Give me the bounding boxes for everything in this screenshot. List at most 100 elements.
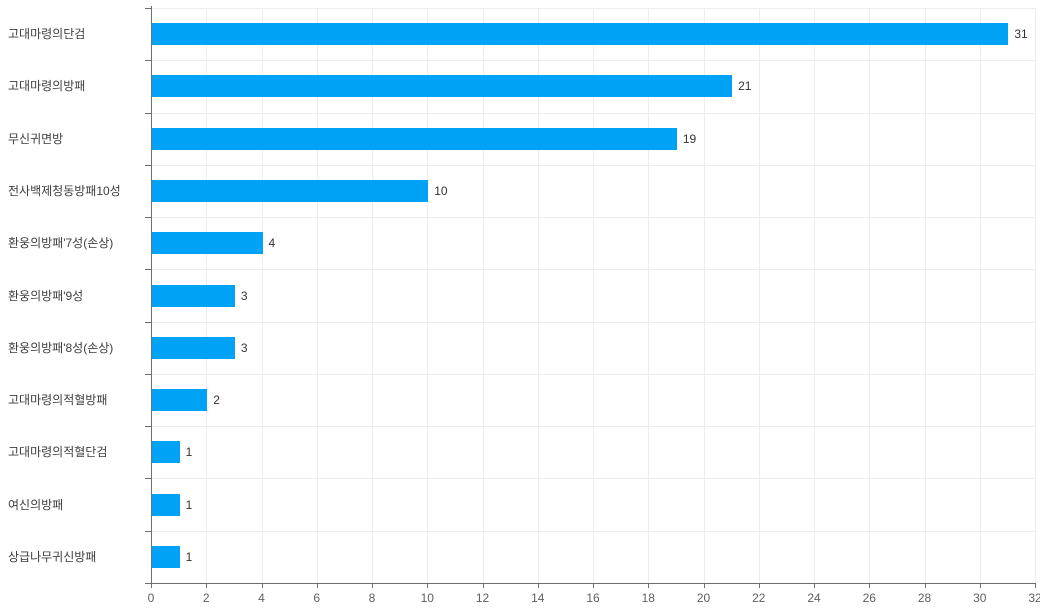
x-tick-label: 0 (147, 591, 155, 605)
category-label: 상급나무귀신방패 (8, 549, 97, 564)
x-axis-tick (372, 583, 373, 588)
y-axis-tick (145, 321, 151, 323)
x-tick-label: 2 (202, 591, 210, 605)
value-label: 3 (240, 288, 248, 303)
grid-line-horizontal (151, 321, 1035, 323)
x-tick-label: 6 (313, 591, 321, 605)
bar (152, 441, 180, 464)
category-label: 여신의방패 (8, 497, 64, 512)
x-tick-label: 32 (1028, 591, 1040, 605)
grid-line-horizontal (151, 8, 1035, 9)
x-tick-label: 28 (917, 591, 932, 605)
x-axis-tick (316, 583, 318, 588)
x-axis-tick (869, 583, 871, 588)
y-axis-tick (145, 217, 151, 219)
value-label: 4 (268, 236, 276, 251)
value-label: 21 (738, 79, 752, 94)
x-tick-label: 4 (258, 591, 265, 605)
grid-line-vertical (1035, 8, 1036, 583)
y-axis-tick (145, 164, 151, 166)
y-axis-tick (145, 112, 151, 114)
grid-line-vertical (482, 8, 484, 583)
value-label: 1 (185, 497, 193, 512)
grid-line-vertical (814, 8, 815, 583)
x-tick-label: 30 (973, 591, 987, 605)
y-axis-tick (145, 373, 151, 375)
x-axis-tick (537, 583, 539, 588)
y-axis-tick (145, 478, 151, 480)
bar (152, 284, 235, 307)
x-axis-tick (151, 583, 152, 588)
grid-line-horizontal (151, 426, 1035, 428)
value-label: 2 (213, 393, 220, 408)
grid-line-vertical (261, 8, 263, 583)
x-tick-label: 12 (475, 591, 490, 605)
category-label: 고대마령의적혈단검 (8, 445, 108, 460)
grid-line-vertical (427, 8, 429, 583)
value-label: 3 (240, 340, 248, 355)
bar (152, 493, 180, 516)
grid-line-horizontal (151, 164, 1035, 166)
bar (152, 389, 208, 412)
grid-line-vertical (648, 8, 650, 583)
y-axis-line (151, 6, 152, 583)
x-axis-tick (814, 583, 815, 588)
x-tick-label: 22 (752, 591, 766, 605)
grid-line-vertical (703, 8, 705, 583)
x-tick-label: 24 (807, 591, 821, 605)
category-label: 전사백제청동방패10성 (8, 183, 121, 198)
grid-line-vertical (758, 8, 760, 583)
x-axis-tick (593, 583, 594, 588)
grid-line-vertical (869, 8, 871, 583)
x-axis-tick (482, 583, 484, 588)
x-axis-tick (648, 583, 650, 588)
x-axis-tick (979, 583, 981, 588)
grid-line-vertical (924, 8, 926, 583)
value-label: 10 (434, 183, 448, 198)
grid-line-horizontal (151, 373, 1035, 375)
grid-line-horizontal (151, 269, 1035, 271)
x-axis-tick (758, 583, 760, 588)
x-axis-tick (261, 583, 263, 588)
bar (152, 336, 235, 359)
value-label: 1 (185, 549, 193, 564)
y-axis-tick (145, 426, 151, 428)
grid-line-vertical (372, 8, 373, 583)
x-axis-tick (427, 583, 429, 588)
y-axis-tick (145, 530, 151, 532)
grid-line-horizontal (151, 60, 1035, 62)
x-axis-tick (206, 583, 208, 588)
x-tick-label: 20 (696, 591, 711, 605)
x-axis-line (145, 583, 1035, 584)
bar (152, 75, 733, 98)
bar (152, 179, 429, 202)
bar (152, 23, 1009, 46)
grid-line-vertical (316, 8, 318, 583)
grid-line-horizontal (151, 217, 1035, 219)
value-label: 1 (185, 445, 193, 460)
value-label: 31 (1014, 27, 1028, 42)
y-axis-tick (145, 8, 151, 9)
grid-line-horizontal (151, 478, 1035, 480)
x-tick-label: 26 (862, 591, 876, 605)
grid-line-horizontal (151, 530, 1035, 532)
grid-line-vertical (593, 8, 594, 583)
x-axis-tick (1035, 583, 1036, 588)
category-label: 환웅의방패'8성(손상) (8, 340, 114, 355)
x-tick-label: 14 (531, 591, 545, 605)
bar (152, 127, 677, 150)
grid-line-horizontal (151, 112, 1035, 114)
grid-line-vertical (537, 8, 539, 583)
x-axis-tick (703, 583, 705, 588)
y-axis-tick (145, 60, 151, 62)
grid-line-vertical (979, 8, 981, 583)
category-label: 환웅의방패'7성(손상) (8, 236, 114, 251)
x-tick-label: 8 (368, 591, 376, 605)
category-label: 고대마령의단검 (8, 27, 86, 42)
bar (152, 545, 180, 568)
category-label: 고대마령의적혈방패 (8, 393, 108, 408)
value-label: 19 (682, 131, 697, 146)
x-tick-label: 10 (420, 591, 434, 605)
bar (152, 232, 263, 255)
